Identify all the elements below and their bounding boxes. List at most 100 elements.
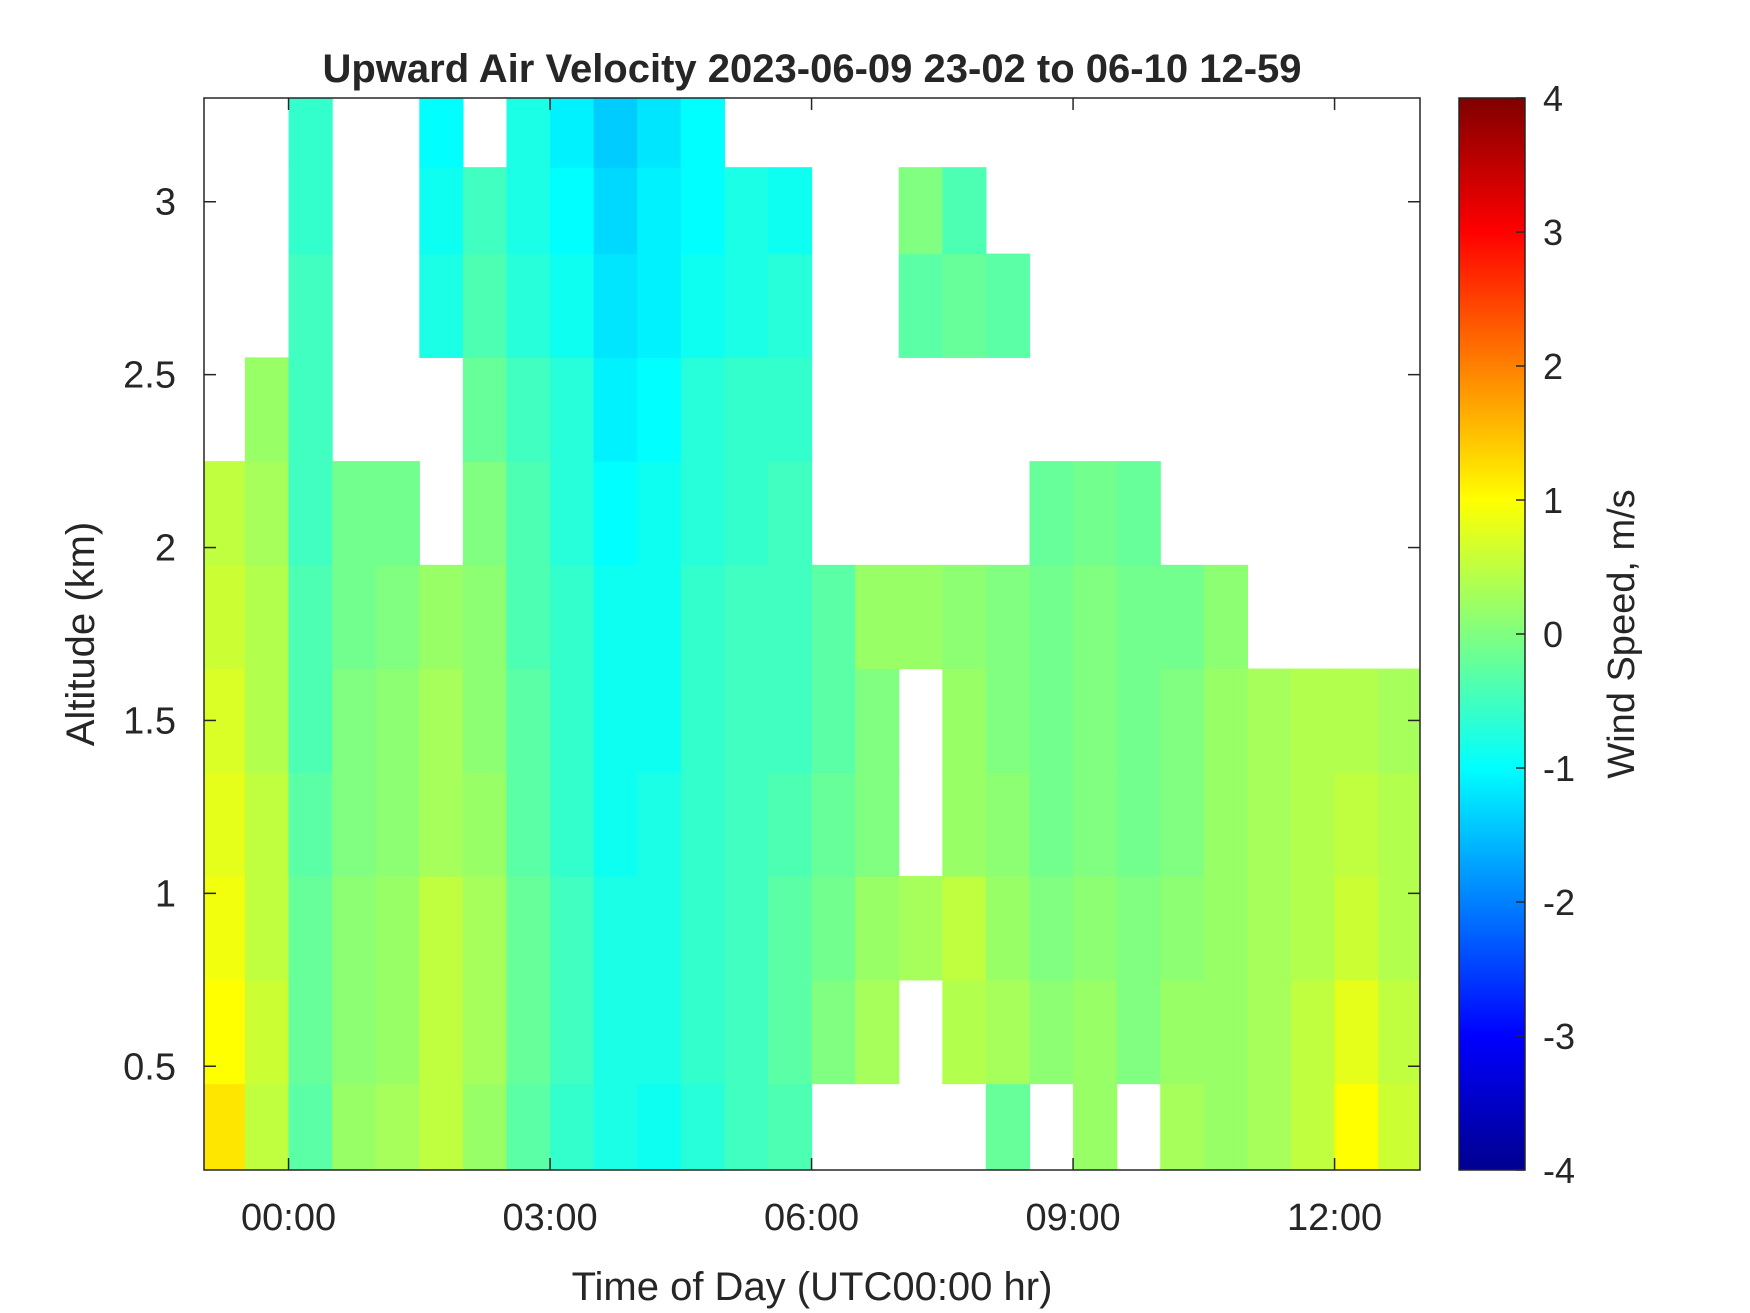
y-tick-label: 0.5 (123, 1046, 176, 1088)
heatmap-cell (1378, 772, 1420, 877)
heatmap-cell (462, 357, 508, 462)
x-axis: 00:00 03:00 06:00 09:00 12:00 (241, 98, 1382, 1239)
heatmap-cell (1116, 772, 1161, 877)
heatmap-cell (1160, 1083, 1205, 1170)
colorbar-tick-label: -3 (1543, 1016, 1575, 1057)
heatmap-cell (898, 167, 943, 255)
heatmap-cell (855, 668, 900, 773)
heatmap-cell (724, 979, 769, 1085)
heatmap-cell (419, 876, 464, 981)
heatmap-cell (1116, 564, 1161, 670)
heatmap-cell (550, 98, 595, 168)
heatmap-cell (1290, 1083, 1336, 1170)
heatmap-cell (419, 253, 464, 358)
heatmap-cell (1160, 668, 1205, 773)
heatmap-cell (244, 564, 290, 670)
heatmap-cell (767, 1083, 813, 1170)
heatmap-cell (593, 772, 638, 877)
heatmap-cell (550, 772, 595, 877)
heatmap-cell (204, 979, 246, 1085)
heatmap-cell (942, 564, 987, 670)
heatmap-cell (550, 357, 595, 462)
heatmap-cell (506, 876, 551, 981)
heatmap-cell (942, 167, 987, 255)
heatmap-cell (767, 772, 813, 877)
heatmap-cell (462, 668, 508, 773)
y-tick-label: 1 (155, 873, 176, 915)
heatmap-cell (680, 979, 725, 1085)
heatmap-cell (1160, 564, 1205, 670)
heatmap-cell (767, 167, 813, 255)
heatmap-cell (1334, 772, 1379, 877)
heatmap-cell (550, 167, 595, 255)
heatmap-cell (550, 979, 595, 1085)
heatmap-cell (332, 979, 377, 1085)
x-axis-label: Time of Day (UTC00:00 hr) (572, 1265, 1053, 1309)
heatmap-cell (942, 253, 987, 358)
heatmap-cell (724, 357, 769, 462)
heatmap-cell (593, 564, 638, 670)
heatmap-cell (419, 979, 464, 1085)
x-tick-label: 09:00 (1026, 1197, 1121, 1239)
chart-title: Upward Air Velocity 2023-06-09 23-02 to … (322, 47, 1301, 91)
heatmap-cell (1073, 668, 1118, 773)
heatmap-cell (204, 876, 246, 981)
heatmap-cell (244, 1083, 290, 1170)
heatmap-cell (1160, 772, 1205, 877)
heatmap-cell (462, 564, 508, 670)
heatmap-cell (550, 876, 595, 981)
heatmap-cell (1378, 876, 1420, 981)
heatmap-cell (1116, 668, 1161, 773)
colorbar (1458, 97, 1526, 1171)
x-tick-label: 00:00 (241, 1197, 336, 1239)
heatmap-cell (811, 772, 856, 877)
heatmap-cell (550, 564, 595, 670)
heatmap-cell (550, 461, 595, 566)
heatmap-cell (637, 98, 682, 168)
heatmap-cell (1116, 979, 1161, 1085)
heatmap-cell (724, 253, 769, 358)
heatmap-cell (204, 772, 246, 877)
heatmap-cell (332, 461, 377, 566)
heatmap-cell (550, 253, 595, 358)
heatmap-cell (767, 564, 813, 670)
heatmap-cell (1378, 979, 1420, 1085)
heatmap-cell (724, 461, 769, 566)
heatmap-cell (244, 979, 290, 1085)
heatmap-cell (680, 461, 725, 566)
heatmap-cell (680, 357, 725, 462)
heatmap-cell (1290, 979, 1336, 1085)
heatmap-cell (462, 461, 508, 566)
heatmap-cell (1029, 979, 1074, 1085)
heatmap-cell (1334, 876, 1379, 981)
heatmap-cell (985, 979, 1031, 1085)
heatmap-cell (767, 876, 813, 981)
heatmap-cell (332, 1083, 377, 1170)
heatmap-cell (506, 461, 551, 566)
colorbar-tick-label: 2 (1543, 346, 1563, 387)
x-tick-label: 06:00 (764, 1197, 859, 1239)
heatmap-cell (1116, 461, 1161, 566)
heatmap-cell (1247, 876, 1292, 981)
heatmap-cell (593, 357, 638, 462)
heatmap-cell (680, 564, 725, 670)
heatmap-cell (288, 772, 333, 877)
heatmap-cell (288, 1083, 333, 1170)
heatmap-cell (1073, 564, 1118, 670)
heatmap-cell (244, 668, 290, 773)
heatmap-cell (637, 564, 682, 670)
heatmap-cell (680, 253, 725, 358)
heatmap-cell (855, 772, 900, 877)
x-tick-label: 03:00 (503, 1197, 598, 1239)
heatmap-cell (680, 1083, 725, 1170)
heatmap-cell (1247, 1083, 1292, 1170)
heatmap-cell (1073, 1083, 1118, 1170)
heatmap-cell (288, 564, 333, 670)
heatmap-cell (1029, 461, 1074, 566)
heatmap-cell (506, 1083, 551, 1170)
heatmap-cell (332, 876, 377, 981)
x-tick-label: 12:00 (1287, 1197, 1382, 1239)
heatmap-cell (1378, 1083, 1420, 1170)
y-axis-label: Altitude (km) (59, 522, 103, 747)
heatmap-cell (1029, 564, 1074, 670)
